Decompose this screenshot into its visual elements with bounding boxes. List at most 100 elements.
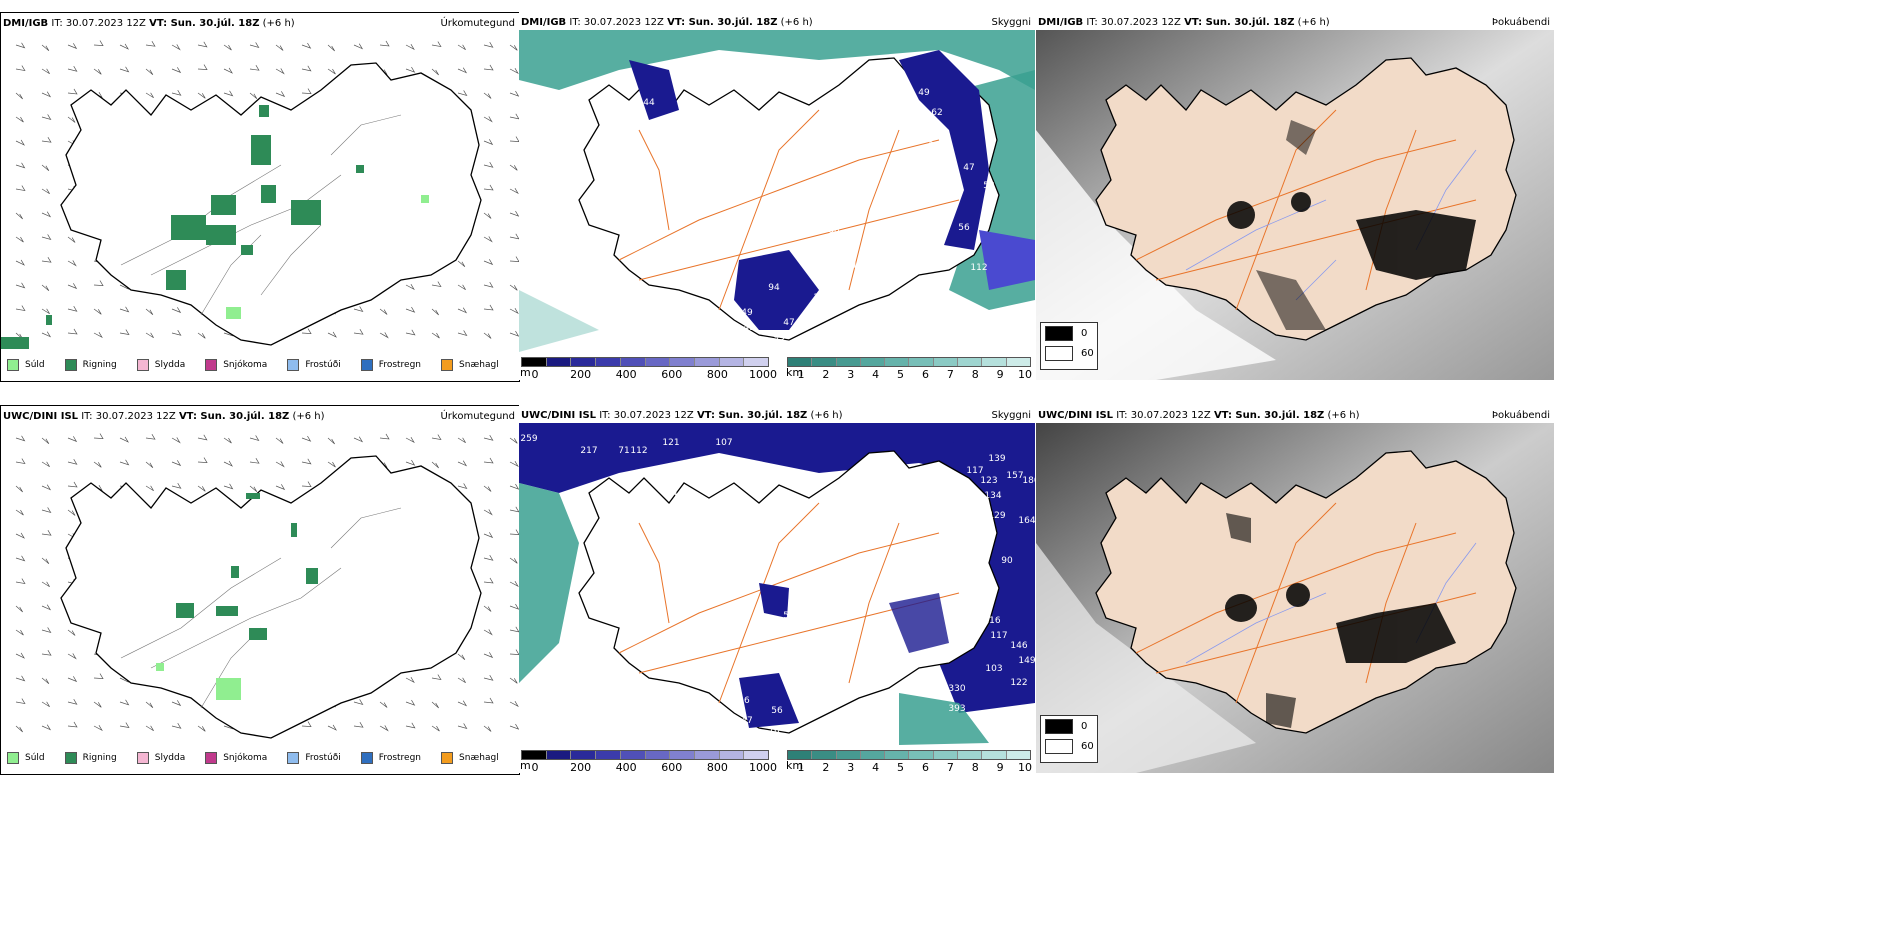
scale-unit: m xyxy=(520,759,531,772)
wind-barb xyxy=(327,724,338,731)
visibility-label: 71 xyxy=(618,446,629,456)
fog-legend: 0 60 xyxy=(1040,322,1098,370)
wind-barb xyxy=(509,626,519,633)
wind-barb xyxy=(171,67,182,74)
wind-barb xyxy=(145,92,154,99)
visibility-value-labels: 2592177111212110714362841171391231571801… xyxy=(520,434,1035,736)
wind-barb xyxy=(93,40,104,47)
scale-tick: 200 xyxy=(570,368,592,380)
wind-barb xyxy=(67,328,78,335)
scale-tick: 1 xyxy=(797,368,805,380)
wind-barb xyxy=(301,721,312,728)
visibility-label: 112 xyxy=(965,526,982,536)
wind-barb xyxy=(301,481,312,488)
scale-cell xyxy=(812,358,837,366)
scale-cell xyxy=(670,358,695,366)
lead-time: (+6 h) xyxy=(262,18,295,29)
fog-swatch xyxy=(1045,718,1073,734)
wind-barb xyxy=(509,233,519,240)
legend-label: Slydda xyxy=(154,360,186,370)
wind-barb xyxy=(483,304,494,311)
scale-cell xyxy=(522,751,547,759)
wind-barb xyxy=(145,41,156,47)
legend-label: Frostúði xyxy=(305,753,341,763)
fog-legend-row: 60 xyxy=(1041,343,1097,363)
wind-barb xyxy=(509,461,519,468)
wind-barb xyxy=(431,308,439,316)
panel-header: DMI/IGB IT: 30.07.2023 12Z VT: Sun. 30.j… xyxy=(1036,12,1554,34)
scale-cell xyxy=(719,751,745,759)
visibility-label: 146 xyxy=(845,261,862,271)
panel-header: DMI/IGB IT: 30.07.2023 12Z VT: Sun. 30.j… xyxy=(519,12,1035,34)
legend-item: Slydda xyxy=(136,752,185,764)
wind-barb xyxy=(483,725,492,732)
wind-barb xyxy=(509,483,519,490)
visibility-label: 117 xyxy=(990,631,1007,641)
legend-item: Súld xyxy=(7,752,45,764)
visibility-scale: km 1 2 3 4 5 6 7 8 9 10 xyxy=(786,750,1032,773)
wind-barb xyxy=(171,700,182,707)
wind-barb xyxy=(379,433,390,440)
visibility-label: 157 xyxy=(1006,471,1023,481)
wind-barb xyxy=(457,677,466,684)
valid-time: VT: Sun. 30.júl. 18Z xyxy=(178,411,290,422)
scale-cell xyxy=(694,751,720,759)
wind-barb xyxy=(249,65,260,71)
wind-barb xyxy=(41,331,52,338)
valid-time: VT: Sun. 30.júl. 18Z xyxy=(1184,17,1295,28)
visibility-label: 49 xyxy=(918,88,930,98)
scale-tick: 1 xyxy=(797,761,805,773)
wind-barb xyxy=(483,434,494,441)
visibility-label: 143 xyxy=(738,466,755,476)
wind-barb xyxy=(379,725,389,732)
visibility-label: 47 xyxy=(741,716,752,726)
visibility-label: 64 xyxy=(713,241,725,251)
wind-barb xyxy=(67,698,78,705)
lead-time: (+6 h) xyxy=(292,411,325,422)
legend-item: Frostúði xyxy=(287,752,341,764)
wind-barb xyxy=(93,461,102,468)
visibility-label: 93 xyxy=(773,333,784,343)
legend-swatch xyxy=(64,359,77,371)
scale-cell xyxy=(788,358,813,366)
visibility-label: 56 xyxy=(771,706,783,716)
wind-barb xyxy=(483,116,493,123)
wind-barb xyxy=(431,434,442,441)
scale-colors xyxy=(521,750,769,760)
iceland-map-fog xyxy=(1036,30,1554,380)
legend-item: Snjókoma xyxy=(205,752,267,764)
precip-panel-row2: UWC/DINI ISL IT: 30.07.2023 12Z VT: Sun.… xyxy=(0,405,520,775)
visibility-label: 121 xyxy=(662,438,679,448)
scale-cell xyxy=(670,751,695,759)
wind-barb xyxy=(15,509,24,516)
scale-cell xyxy=(860,358,886,366)
scale-tick: 8 xyxy=(971,368,979,380)
wind-barb xyxy=(509,437,518,444)
precip-legend: Súld Rigning Slydda Snjókoma Frostúði Frostre… xyxy=(1,746,519,770)
legend-swatch xyxy=(64,752,77,764)
wind-barb xyxy=(67,116,76,123)
scale-tick: 10 xyxy=(1018,761,1032,773)
model-name: DMI/IGB xyxy=(1038,17,1084,28)
wind-barb xyxy=(119,329,130,336)
scale-tick: 1000 xyxy=(749,368,777,380)
iceland-map-fog xyxy=(1036,423,1554,773)
scale-tick: 800 xyxy=(706,761,728,773)
wind-barb xyxy=(145,308,154,316)
visibility-label: 117 xyxy=(966,466,983,476)
wind-barb xyxy=(41,284,50,292)
wind-barb xyxy=(41,724,52,731)
visibility-label: 57 xyxy=(898,248,909,258)
wind-barb xyxy=(119,306,130,313)
wind-barb xyxy=(353,722,364,728)
wind-barb xyxy=(405,329,416,336)
wind-barb xyxy=(379,40,390,47)
visibility-label: 84 xyxy=(666,489,678,499)
wind-barb xyxy=(67,88,78,95)
wind-barb xyxy=(483,674,494,681)
wind-barb xyxy=(483,92,492,99)
wind-barb xyxy=(41,91,52,98)
visibility-label: 46 xyxy=(738,696,750,706)
wind-barb xyxy=(509,581,519,588)
wind-barb xyxy=(41,530,52,536)
